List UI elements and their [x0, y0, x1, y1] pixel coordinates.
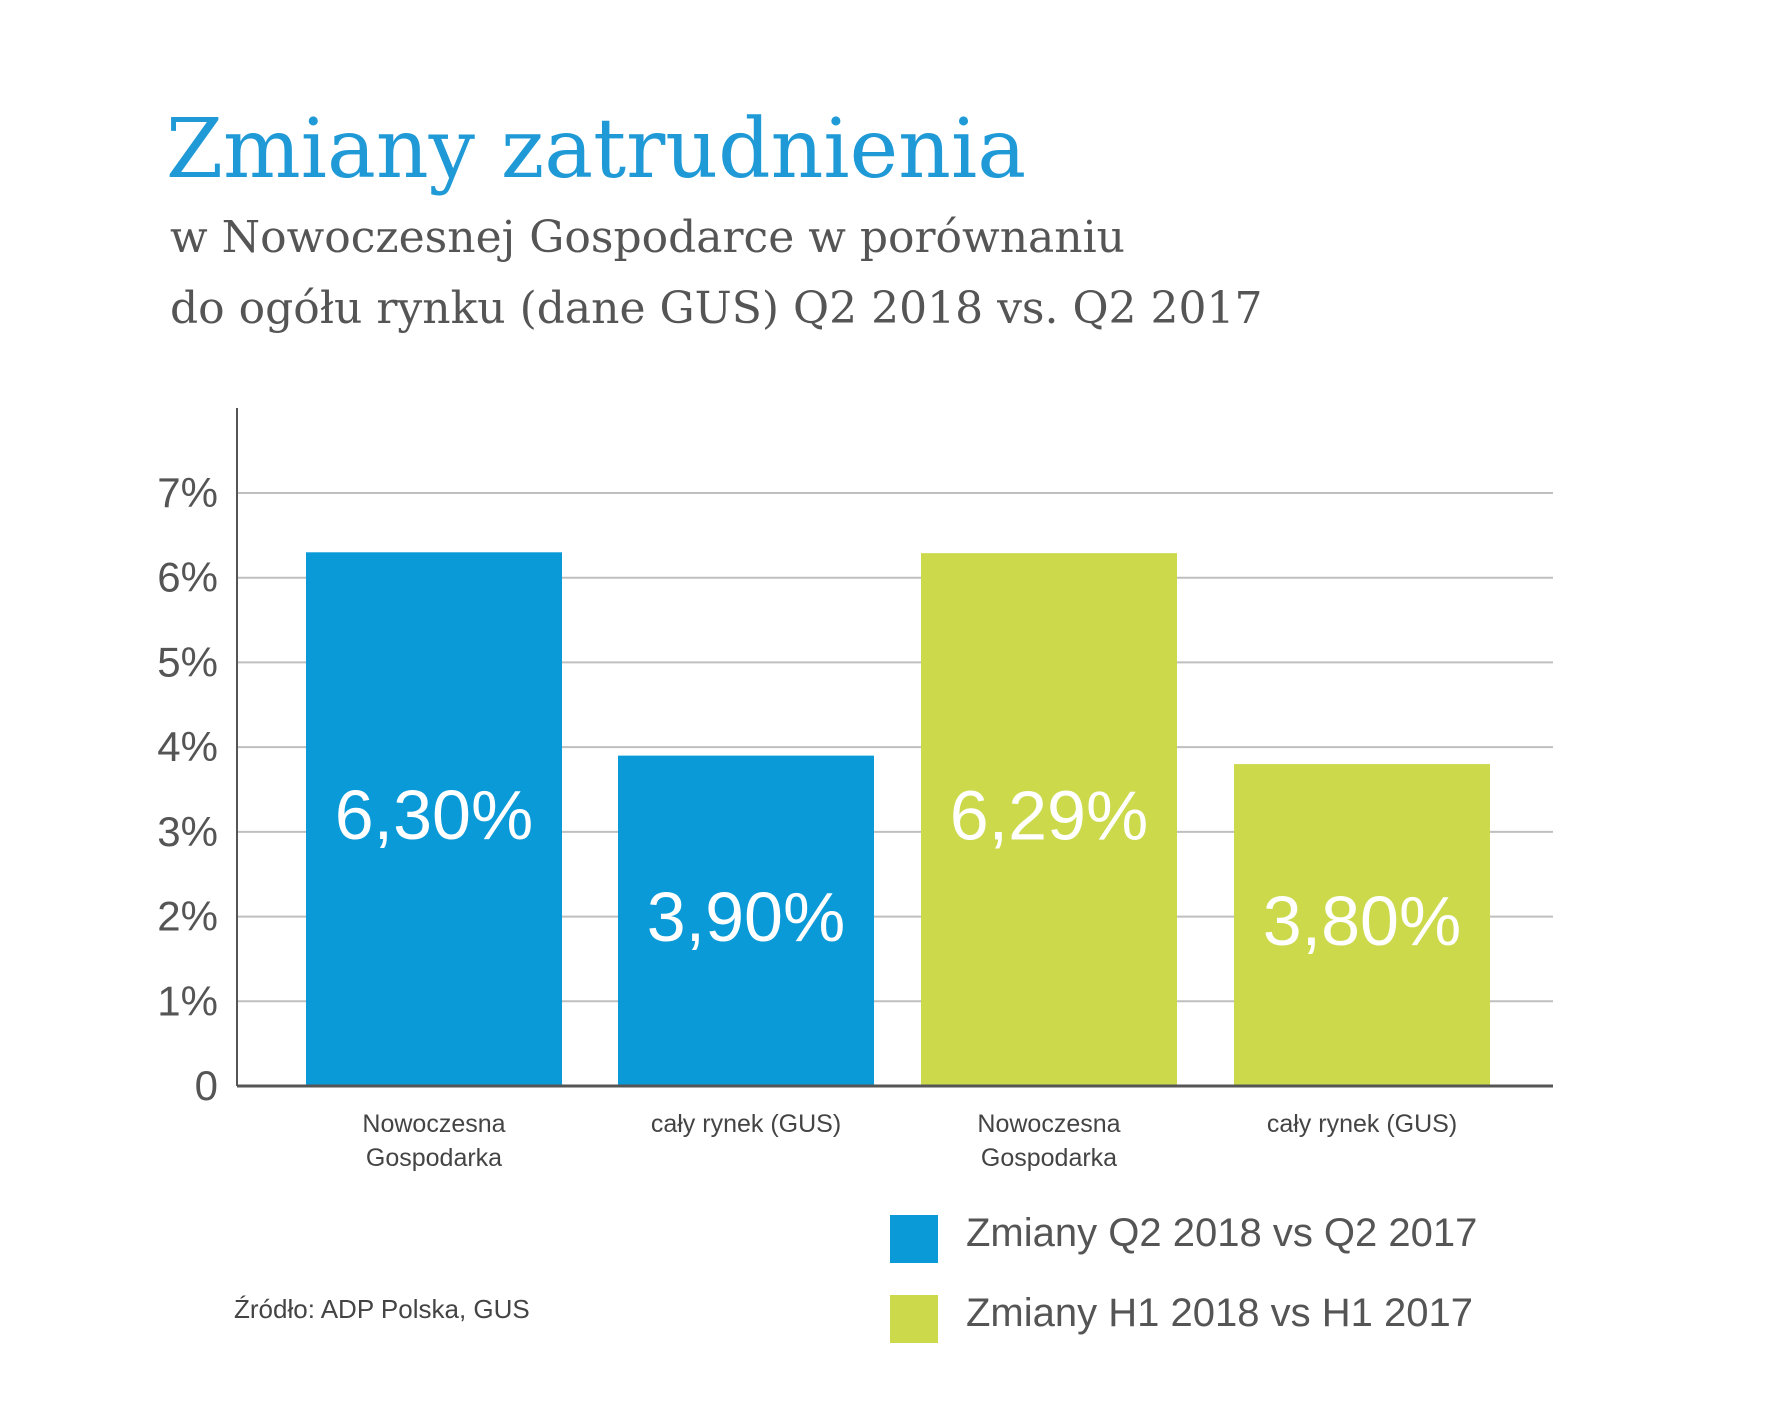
legend-swatch-q2	[890, 1215, 938, 1263]
bar	[306, 552, 562, 1086]
y-tick-label: 5%	[157, 638, 218, 685]
y-tick-label: 0	[195, 1062, 218, 1109]
x-category-label: cały rynek (GUS)	[1267, 1110, 1457, 1138]
bar-value-label: 6,30%	[335, 776, 533, 854]
y-tick-label: 6%	[157, 554, 218, 601]
legend-swatch-h1	[890, 1295, 938, 1343]
bar	[618, 755, 874, 1086]
bar-value-label: 3,90%	[647, 878, 845, 956]
bar-value-label: 6,29%	[950, 777, 1148, 855]
bar	[1234, 764, 1490, 1086]
chart-subtitle-line-1: w Nowoczesnej Gospodarce w porównaniu	[170, 212, 1126, 263]
legend-label-q2: Zmiany Q2 2018 vs Q2 2017	[966, 1211, 1478, 1255]
x-category-label: Nowoczesna Gospodarka	[362, 1110, 505, 1172]
bar-value-label: 3,80%	[1263, 882, 1461, 960]
legend-label-h1: Zmiany H1 2018 vs H1 2017	[966, 1291, 1473, 1335]
y-tick-label: 1%	[157, 977, 218, 1024]
x-category-label: cały rynek (GUS)	[651, 1110, 841, 1138]
y-tick-label: 4%	[157, 723, 218, 770]
source-note: Źródło: ADP Polska, GUS	[234, 1294, 530, 1324]
y-tick-label: 2%	[157, 893, 218, 940]
y-tick-label: 7%	[157, 469, 218, 516]
chart-title: Zmiany zatrudnienia	[166, 102, 1027, 197]
chart-subtitle-line-2: do ogółu rynku (dane GUS) Q2 2018 vs. Q2…	[170, 283, 1263, 334]
y-tick-label: 3%	[157, 808, 218, 855]
bar	[921, 553, 1177, 1086]
x-category-label: Nowoczesna Gospodarka	[977, 1110, 1120, 1172]
